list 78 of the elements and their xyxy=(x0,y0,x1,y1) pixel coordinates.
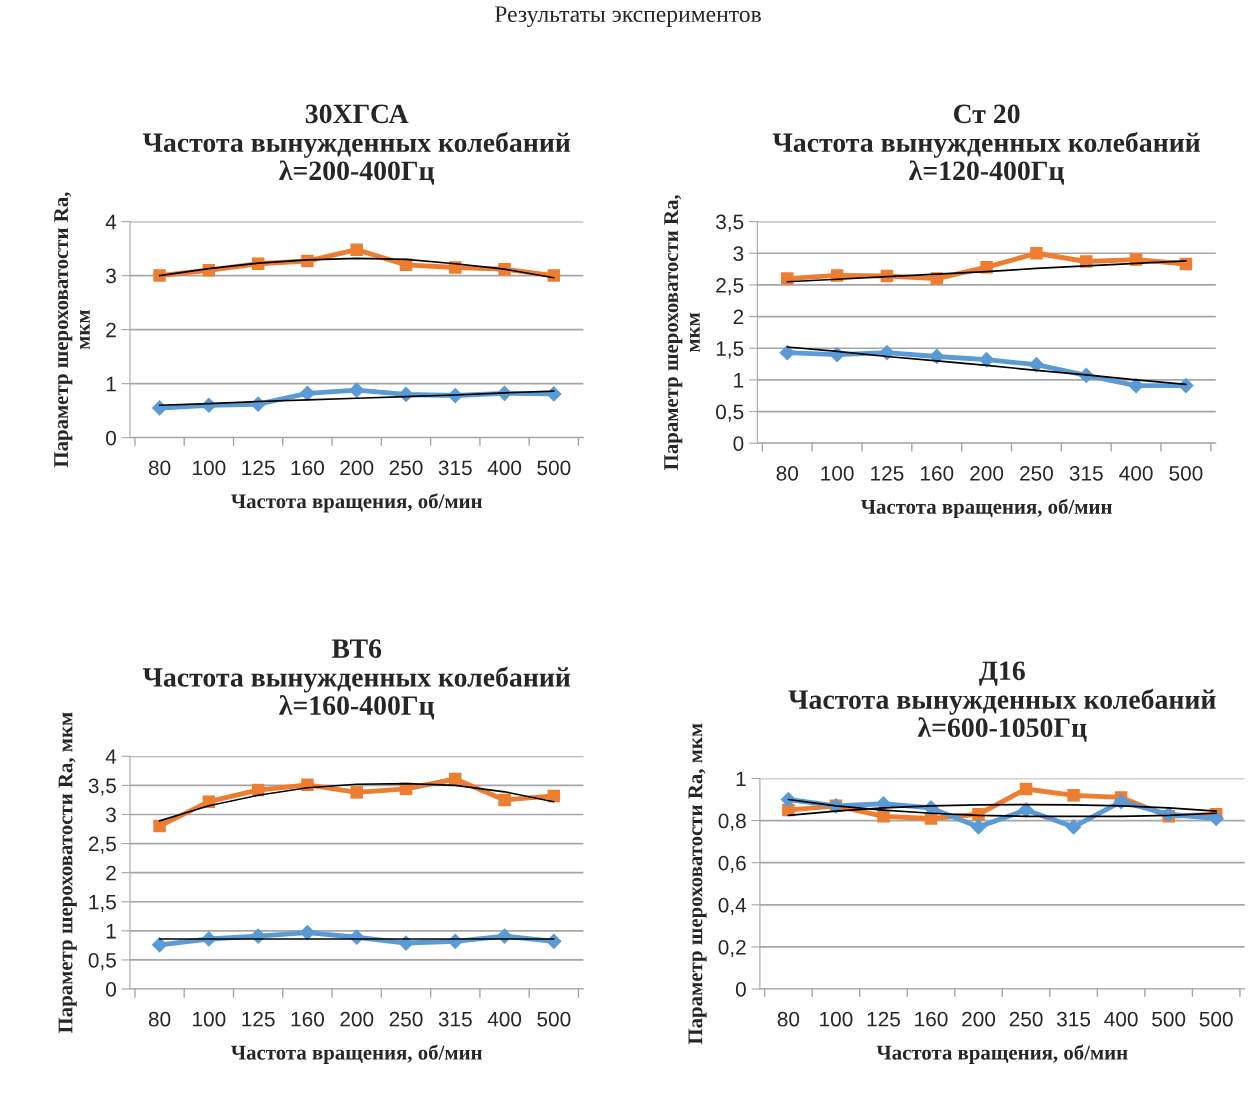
x-tick-label: 200 xyxy=(962,1011,996,1027)
x-tick-label: 100 xyxy=(820,1011,853,1027)
x-tick-label: 315 xyxy=(438,1011,472,1027)
y-tick-label: 0,5 xyxy=(88,952,116,971)
y-tick-label: 0,2 xyxy=(718,939,746,958)
x-tick-label: 160 xyxy=(291,460,324,476)
x-tick-label: 500 xyxy=(537,1011,571,1027)
x-tick-label: 250 xyxy=(389,460,423,476)
x-tick-label: 160 xyxy=(920,465,954,481)
y-tick-label: 0,8 xyxy=(718,813,746,831)
y-axis-title: Параметр шероховатости Ra, мкм xyxy=(688,723,707,1045)
y-axis-title: Параметр шероховатости Ra, мкм xyxy=(58,712,77,1034)
x-tick-label: 500 xyxy=(1152,1011,1186,1027)
x-tick-label: 100 xyxy=(821,465,854,481)
y-tick-label: 0,6 xyxy=(718,855,746,873)
y-axis-title: Параметр шероховатости Ra, мкм xyxy=(54,192,90,468)
x-tick-label: 200 xyxy=(340,460,374,476)
y-tick-label: 2,5 xyxy=(88,836,116,854)
y-tick-label: 2 xyxy=(733,309,744,325)
x-tick-label: 80 xyxy=(148,460,171,476)
x-tick-label: 200 xyxy=(340,1011,374,1027)
y-tick-label: 4 xyxy=(105,749,117,764)
y-tick-label: 1,5 xyxy=(89,894,116,912)
y-tick-label: 0 xyxy=(106,430,116,446)
text: Результаты экспериментов xyxy=(494,6,761,27)
x-tick-label: 250 xyxy=(1009,1011,1043,1027)
y-tick-label: 3 xyxy=(106,807,116,823)
x-tick-label: 125 xyxy=(871,465,904,481)
chart-title: ВТ6 Частота вынужденных колебаний λ=160-400Гц xyxy=(142,639,571,720)
x-tick-label: 400 xyxy=(1119,465,1153,481)
x-tick-label: 80 xyxy=(777,1011,800,1027)
x-tick-label: 100 xyxy=(193,1011,226,1027)
x-axis-title: Частота вращения, об/мин xyxy=(860,498,1112,519)
x-tick-label: 80 xyxy=(148,1011,171,1027)
y-tick-label: 0,5 xyxy=(716,404,744,422)
x-tick-label: 160 xyxy=(291,1011,324,1027)
x-tick-label: 315 xyxy=(1057,1011,1091,1027)
x-tick-label: 500 xyxy=(1169,465,1203,481)
x-tick-label: 250 xyxy=(1020,465,1053,481)
y-tick-label: 0 xyxy=(735,982,746,997)
x-tick-label: 400 xyxy=(1104,1011,1138,1027)
x-tick-label: 315 xyxy=(438,460,472,476)
y-tick-label: 2 xyxy=(106,322,116,338)
y-tick-label: 2 xyxy=(106,865,116,881)
y-tick-label: 1 xyxy=(736,771,746,787)
x-tick-label: 160 xyxy=(915,1011,948,1027)
x-tick-label: 400 xyxy=(487,1011,522,1027)
y-tick-label: 1,5 xyxy=(716,341,744,359)
x-tick-label: 500 xyxy=(537,460,571,476)
x-axis-title: Частота вращения, об/мин xyxy=(876,1044,1128,1064)
x-tick-label: 500 xyxy=(1199,1011,1233,1027)
y-tick-label: 3 xyxy=(733,246,744,262)
y-tick-label: 3,5 xyxy=(716,214,744,232)
y-tick-label: 0 xyxy=(106,982,116,997)
x-tick-label: 315 xyxy=(1069,465,1103,481)
x-tick-label: 100 xyxy=(193,460,226,476)
x-tick-label: 80 xyxy=(776,465,799,481)
x-axis-title: Частота вращения, об/мин xyxy=(231,1044,483,1064)
y-tick-label: 0,4 xyxy=(718,897,747,916)
x-axis-title: Частота вращения, об/мин xyxy=(231,493,483,513)
x-tick-label: 250 xyxy=(389,1011,423,1027)
x-tick-label: 400 xyxy=(487,460,522,476)
chart-title: 30ХГСА Частота вынужденных колебаний λ=200-400Гц xyxy=(142,104,571,185)
x-tick-label: 200 xyxy=(970,465,1004,481)
chart-title: Д16 Частота вынужденных колебаний λ=600-1050Гц xyxy=(788,661,1216,742)
x-tick-label: 125 xyxy=(242,1011,275,1027)
y-tick-label: 1 xyxy=(106,924,116,939)
x-tick-label: 125 xyxy=(867,1011,900,1027)
x-tick-label: 125 xyxy=(242,460,275,476)
y-tick-label: 3,5 xyxy=(88,778,116,796)
y-tick-label: 4 xyxy=(105,214,117,230)
y-tick-label: 1 xyxy=(734,373,744,388)
y-tick-label: 0 xyxy=(733,436,744,451)
chart-title: Ст 20 Частота вынужденных колебаний λ=120-400Гц xyxy=(772,104,1200,185)
y-tick-label: 2,5 xyxy=(716,277,744,296)
y-tick-label: 3 xyxy=(106,268,116,284)
y-tick-label: 1 xyxy=(106,376,116,392)
y-axis-title: Параметр шероховатости Ra, мкм xyxy=(664,195,700,471)
